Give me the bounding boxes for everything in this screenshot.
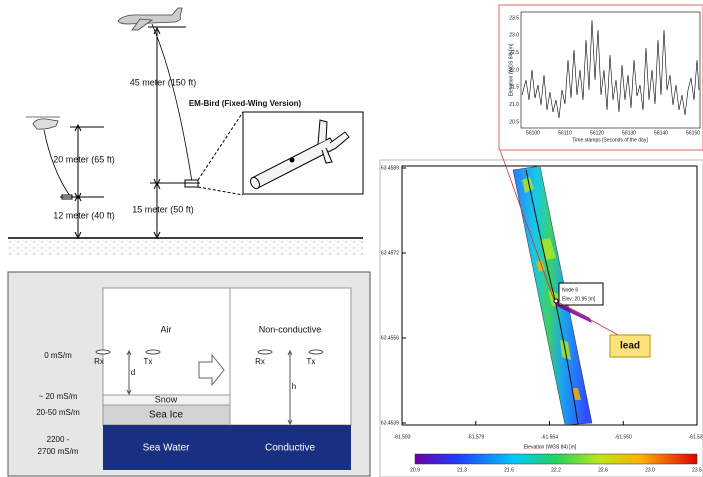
map-y-tick-label: 63.4556: [381, 335, 399, 341]
conductivity-label: ~ 20 mS/m: [39, 392, 78, 401]
profile-x-tick-label: 56140: [654, 130, 668, 136]
profile-y-tick-label: 21.0: [509, 102, 519, 108]
plane-bird-height: 15 meter (50 ft): [132, 204, 194, 214]
air-label: Air: [161, 324, 172, 334]
profile-x-tick-label: 56100: [526, 130, 540, 136]
profile-x-tick-label: 56150: [686, 130, 700, 136]
colorbar: [415, 454, 697, 464]
bird-label: EM-Bird (Fixed-Wing Version): [189, 99, 302, 108]
callout: lead: [620, 341, 640, 352]
snow-label: Snow: [155, 394, 178, 404]
conductivity-label: 20-50 mS/m: [36, 408, 80, 417]
survey-diagram: 45 meter (150 ft) 15 meter (50 ft) EM-Bi…: [8, 8, 363, 256]
map-x-tick-label: -61.550: [615, 434, 632, 440]
colorbar-label: Elevation (WGS 84) [m]: [524, 444, 577, 450]
heli-bird-height: 12 meter (40 ft): [53, 210, 115, 220]
conductivity-label: 2200 -: [47, 435, 70, 444]
colorbar-tick-label: 22.2: [551, 467, 561, 473]
map-x-tick-label: -61.579: [467, 434, 484, 440]
profile-x-tick-label: 56110: [558, 130, 572, 136]
map-x-tick-label: -61.564: [541, 434, 558, 440]
upper-label: Non-conductive: [259, 324, 322, 334]
profile-y-label: Elevation (WGS 84) [m]: [508, 43, 514, 96]
rx-label: Rx: [94, 357, 104, 366]
map-y-tick-label: 63.4539: [381, 420, 399, 426]
node-elev: Elev: 20.95 [m]: [562, 296, 596, 302]
lower-label: Conductive: [265, 443, 315, 454]
map-x-tick-label: -61.593: [394, 434, 411, 440]
conductivity-label: 0 mS/m: [44, 351, 72, 360]
node-name: Node 6: [562, 287, 578, 293]
colorbar-tick-label: 22.6: [598, 467, 608, 473]
node: [554, 299, 558, 303]
profile-x-tick-label: 56120: [590, 130, 604, 136]
colorbar-tick-label: 21.3: [457, 467, 467, 473]
profile-y-tick-label: 23.5: [509, 15, 519, 21]
tx-label: Tx: [307, 357, 316, 366]
profile-y-tick-label: 20.5: [509, 119, 519, 125]
d-label: d: [131, 368, 135, 377]
tow-cable: [152, 24, 192, 182]
colorbar-tick-label: 20.9: [410, 467, 420, 473]
figure: 45 meter (150 ft) 15 meter (50 ft) EM-Bi…: [0, 0, 703, 477]
helicopter: [26, 117, 60, 129]
water-label: Sea Water: [143, 443, 191, 454]
conductivity-label: 2700 mS/m: [38, 447, 79, 456]
ground: [8, 238, 363, 256]
colorbar-tick-label: 21.6: [504, 467, 514, 473]
em-model: Air Rx Tx d Snow Sea Ice Sea Water Non-c…: [8, 272, 370, 476]
rx-label: Rx: [255, 357, 265, 366]
map-panel: Node 6 Elev: 20.95 [m] lead Elevation (W…: [380, 150, 703, 477]
profile-y-tick-label: 23.0: [509, 33, 519, 39]
plane-height: 45 meter (150 ft): [130, 77, 197, 87]
profile-x-tick-label: 56130: [622, 130, 636, 136]
profile-frame: [521, 12, 700, 128]
colorbar-tick-label: 23.5: [692, 467, 702, 473]
map-y-tick-label: 63.4572: [381, 250, 399, 256]
map-y-tick-label: 63.4589: [381, 165, 399, 171]
h-label: h: [292, 382, 296, 391]
map-x-tick-label: -61.535: [689, 434, 703, 440]
profile-x-label: Time stamps [Seconds of the day]: [572, 137, 648, 143]
colorbar-tick-label: 23.0: [645, 467, 655, 473]
ice-label: Sea Ice: [149, 410, 183, 421]
heli-cable: 20 meter (65 ft): [53, 154, 115, 164]
tx-label: Tx: [144, 357, 153, 366]
